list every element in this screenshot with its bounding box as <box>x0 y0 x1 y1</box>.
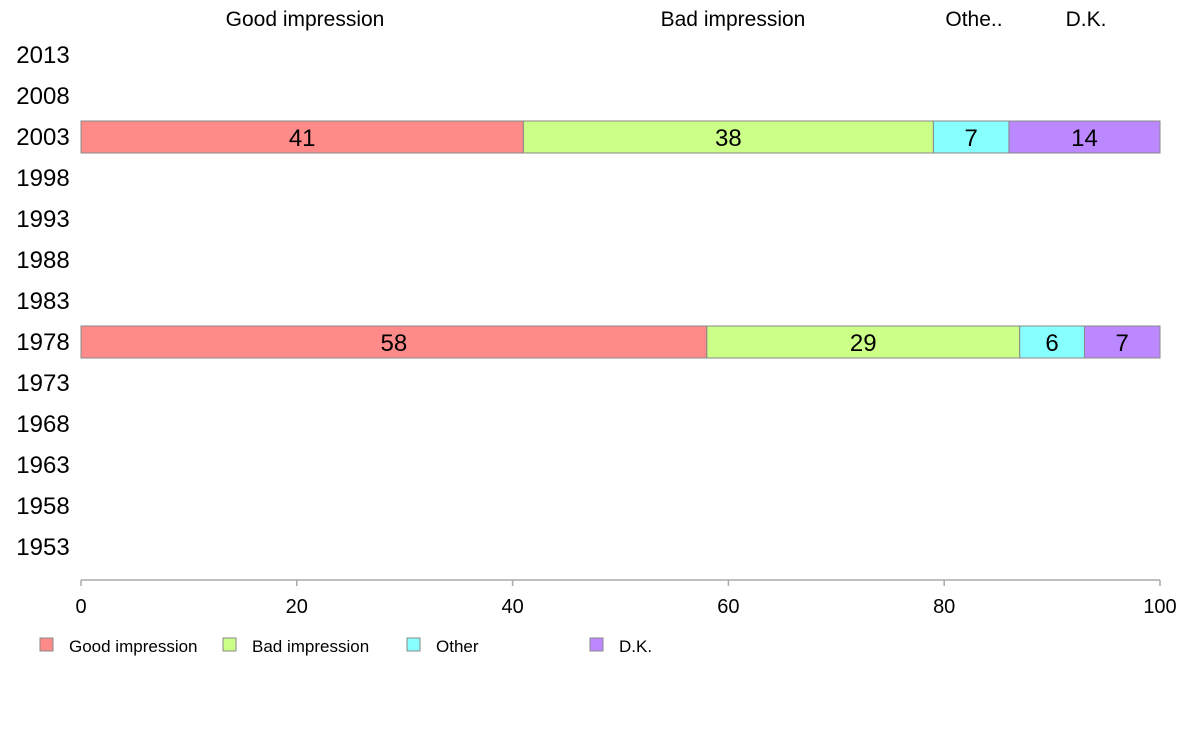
legend-swatch-good-impression <box>39 637 54 652</box>
bar-2003-bad-impression <box>522 120 934 154</box>
bar-value-label: 29 <box>850 330 877 357</box>
bar-value-label: 7 <box>964 125 977 152</box>
year-label-1993: 1993 <box>16 206 69 233</box>
bar-value-label: 6 <box>1045 330 1058 357</box>
bar-value-label: 41 <box>289 125 316 152</box>
year-label-1978: 1978 <box>16 329 69 356</box>
bars: 41 38 7 14 58 29 6 7 <box>80 120 1161 359</box>
x-tick-label-20: 20 <box>286 596 308 618</box>
x-tick-label-60: 60 <box>717 596 739 618</box>
year-label-1958: 1958 <box>16 493 69 520</box>
x-tick-label-100: 100 <box>1143 596 1176 618</box>
year-label-1953: 1953 <box>16 534 69 561</box>
legend-swatch-d-k- <box>589 637 604 652</box>
year-label-1988: 1988 <box>16 247 69 274</box>
legend-label-other: Other <box>436 637 479 656</box>
column-header-dk: D.K. <box>1066 8 1107 31</box>
year-label-1968: 1968 <box>16 411 69 438</box>
legend-swatch-bad-impression <box>222 637 237 652</box>
bar-value-label: 58 <box>381 330 408 357</box>
year-label-1998: 1998 <box>16 165 69 192</box>
x-tick-label-40: 40 <box>501 596 523 618</box>
bar-1978-good-impression <box>80 325 708 359</box>
y-axis-labels: 2013 2008 2003 1998 1993 1988 1983 1978 1973 1968… <box>16 42 69 561</box>
year-label-2003: 2003 <box>16 124 69 151</box>
year-label-2013: 2013 <box>16 42 69 69</box>
bar-value-label: 38 <box>715 125 742 152</box>
bar-value-label: 7 <box>1116 330 1129 357</box>
year-label-1983: 1983 <box>16 288 69 315</box>
bar-2003-good-impression <box>80 120 524 154</box>
legend-swatch-other <box>406 637 421 652</box>
column-header-bad: Bad impression <box>661 8 806 31</box>
x-tick-label-0: 0 <box>75 596 86 618</box>
year-label-1963: 1963 <box>16 452 69 479</box>
column-header-good: Good impression <box>226 8 385 31</box>
x-axis: 0 20 40 60 80 100 <box>75 579 1177 618</box>
year-label-2008: 2008 <box>16 83 69 110</box>
legend: Good impression Bad impression Other D.K. <box>39 637 652 656</box>
x-tick-label-80: 80 <box>933 596 955 618</box>
bar-2003-d-k- <box>1008 120 1161 154</box>
bar-1978-d-k- <box>1083 325 1161 359</box>
legend-label-good-impression: Good impression <box>69 637 198 656</box>
year-label-1973: 1973 <box>16 370 69 397</box>
column-headers: Good impression Bad impression Othe.. D.… <box>226 8 1107 31</box>
bar-1978-bad-impression <box>706 325 1021 359</box>
bar-value-label: 14 <box>1071 125 1098 152</box>
bar-2003-other <box>932 120 1010 154</box>
bar-1978-other <box>1019 325 1085 359</box>
column-header-other: Othe.. <box>945 8 1002 31</box>
legend-label-d-k-: D.K. <box>619 637 652 656</box>
legend-label-bad-impression: Bad impression <box>252 637 369 656</box>
